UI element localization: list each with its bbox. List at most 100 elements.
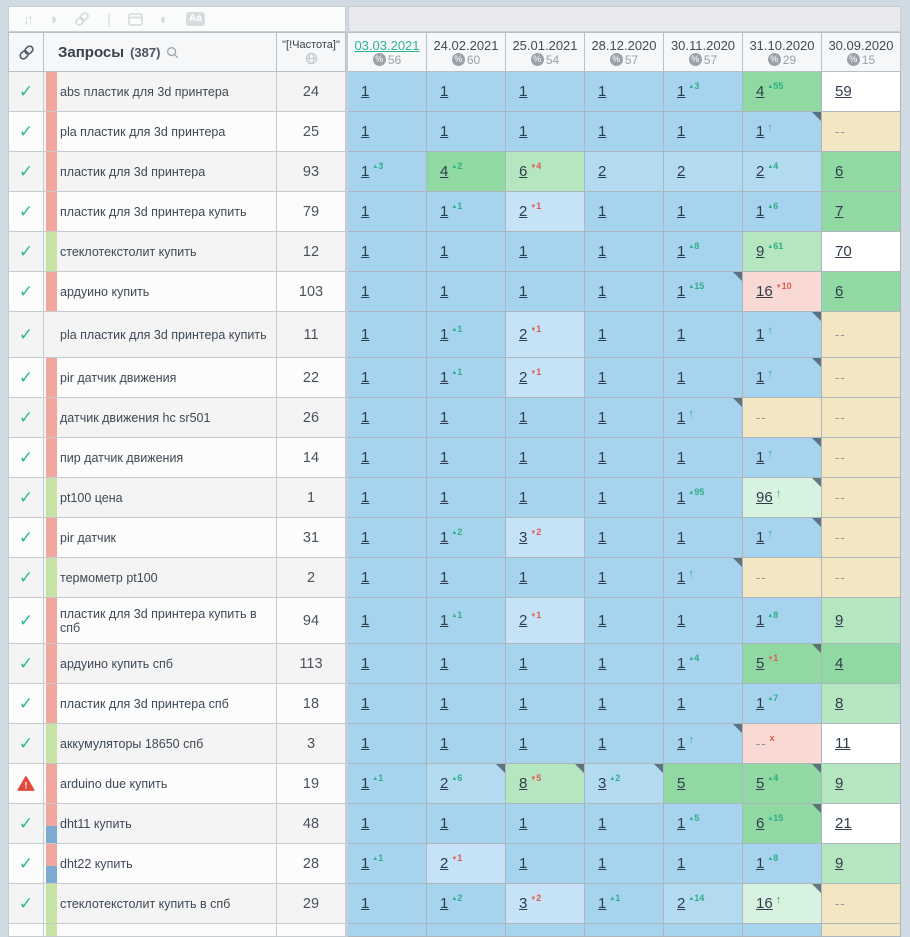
position-link[interactable]: 1: [440, 326, 449, 343]
date-link[interactable]: 30.09.2020: [828, 37, 894, 53]
position-link[interactable]: 2: [440, 775, 449, 792]
query-cell[interactable]: dht11 купить: [44, 804, 277, 844]
position-link[interactable]: 1: [677, 489, 686, 506]
query-cell[interactable]: пластик для 3d принтера спб: [44, 684, 277, 724]
position-link[interactable]: 1: [361, 326, 370, 343]
date-link[interactable]: 25.01.2021: [512, 37, 578, 53]
query-cell[interactable]: пластик для 3d принтера купить в спб: [44, 598, 277, 644]
position-link[interactable]: 1: [598, 855, 607, 872]
select-column-header[interactable]: [8, 32, 44, 72]
position-link[interactable]: 6: [519, 163, 528, 180]
checkmark-icon[interactable]: ✓: [18, 487, 34, 507]
position-link[interactable]: 9: [756, 243, 765, 260]
position-link[interactable]: 1: [361, 449, 370, 466]
query-cell[interactable]: датчик движения hc sr501: [44, 398, 277, 438]
position-link[interactable]: 1: [361, 243, 370, 260]
position-link[interactable]: 1: [361, 409, 370, 426]
position-link[interactable]: 1: [440, 283, 449, 300]
date-link[interactable]: 24.02.2021: [433, 37, 499, 53]
position-link[interactable]: 1: [361, 855, 370, 872]
position-link[interactable]: 1: [519, 243, 528, 260]
position-link[interactable]: 1: [598, 612, 607, 629]
position-link[interactable]: 1: [361, 83, 370, 100]
position-link[interactable]: 1: [598, 655, 607, 672]
contrast-circle-icon[interactable]: ◑: [48, 10, 58, 28]
position-link[interactable]: 6: [756, 815, 765, 832]
position-link[interactable]: 9: [835, 612, 844, 629]
checkmark-icon[interactable]: ✓: [18, 201, 34, 221]
position-link[interactable]: 1: [677, 815, 686, 832]
position-link[interactable]: 70: [835, 243, 852, 260]
position-link[interactable]: 2: [440, 855, 449, 872]
position-link[interactable]: 1: [440, 895, 449, 912]
sort-icon[interactable]: ↓↑: [23, 11, 34, 27]
checkmark-icon[interactable]: ✓: [18, 81, 34, 101]
position-link[interactable]: 2: [598, 163, 607, 180]
position-link[interactable]: 6: [835, 163, 844, 180]
position-link[interactable]: 1: [756, 369, 765, 386]
position-link[interactable]: 2: [519, 369, 528, 386]
position-link[interactable]: 1: [598, 326, 607, 343]
position-link[interactable]: 8: [835, 695, 844, 712]
date-link[interactable]: 28.12.2020: [591, 37, 657, 53]
position-link[interactable]: 1: [361, 655, 370, 672]
checkmark-icon[interactable]: ✓: [18, 733, 34, 753]
query-cell[interactable]: ардуино купить спб: [44, 644, 277, 684]
position-link[interactable]: 1: [677, 369, 686, 386]
search-icon[interactable]: [166, 46, 179, 59]
position-link[interactable]: 1: [677, 83, 686, 100]
position-link[interactable]: 1: [361, 369, 370, 386]
position-link[interactable]: 1: [598, 815, 607, 832]
position-link[interactable]: 1: [677, 203, 686, 220]
query-cell[interactable]: пластик для 3d принтера: [44, 152, 277, 192]
position-link[interactable]: 16: [756, 283, 773, 300]
position-link[interactable]: 1: [756, 612, 765, 629]
position-link[interactable]: 1: [677, 409, 686, 426]
position-link[interactable]: 1: [440, 83, 449, 100]
position-link[interactable]: 3: [519, 529, 528, 546]
position-link[interactable]: 7: [835, 203, 844, 220]
checkmark-icon[interactable]: ✓: [18, 813, 34, 833]
position-link[interactable]: 1: [361, 203, 370, 220]
position-link[interactable]: 1: [598, 123, 607, 140]
position-link[interactable]: 1: [598, 83, 607, 100]
query-cell[interactable]: [44, 924, 277, 937]
position-link[interactable]: 1: [440, 449, 449, 466]
position-link[interactable]: 3: [519, 895, 528, 912]
position-link[interactable]: 1: [756, 123, 765, 140]
checkmark-icon[interactable]: ✓: [18, 241, 34, 261]
query-cell[interactable]: arduino due купить: [44, 764, 277, 804]
position-link[interactable]: 1: [361, 735, 370, 752]
link-icon[interactable]: [74, 12, 90, 26]
position-link[interactable]: 1: [756, 326, 765, 343]
position-link[interactable]: 1: [677, 529, 686, 546]
checkmark-icon[interactable]: ✓: [18, 121, 34, 141]
position-link[interactable]: 1: [598, 735, 607, 752]
position-link[interactable]: 1: [677, 695, 686, 712]
position-link[interactable]: 9: [835, 775, 844, 792]
position-link[interactable]: 2: [519, 612, 528, 629]
position-link[interactable]: 1: [598, 569, 607, 586]
position-link[interactable]: 1: [440, 489, 449, 506]
checkmark-icon[interactable]: ✓: [18, 527, 34, 547]
query-cell[interactable]: pla пластик для 3d принтера купить: [44, 312, 277, 358]
position-link[interactable]: 1: [677, 855, 686, 872]
checkmark-icon[interactable]: ✓: [18, 324, 34, 344]
query-cell[interactable]: пир датчик движения: [44, 438, 277, 478]
position-link[interactable]: 1: [361, 895, 370, 912]
position-link[interactable]: 1: [519, 123, 528, 140]
warning-icon[interactable]: !: [17, 775, 35, 792]
position-link[interactable]: 1: [440, 369, 449, 386]
query-cell[interactable]: термометр pt100: [44, 558, 277, 598]
position-link[interactable]: 1: [361, 123, 370, 140]
checkmark-icon[interactable]: ✓: [18, 367, 34, 387]
query-cell[interactable]: pt100 цена: [44, 478, 277, 518]
position-link[interactable]: 1: [677, 283, 686, 300]
position-link[interactable]: 1: [756, 449, 765, 466]
position-link[interactable]: 4: [835, 655, 844, 672]
checkmark-icon[interactable]: ✓: [18, 447, 34, 467]
position-link[interactable]: 2: [677, 163, 686, 180]
position-link[interactable]: 1: [440, 243, 449, 260]
position-link[interactable]: 1: [440, 735, 449, 752]
position-link[interactable]: 1: [677, 326, 686, 343]
